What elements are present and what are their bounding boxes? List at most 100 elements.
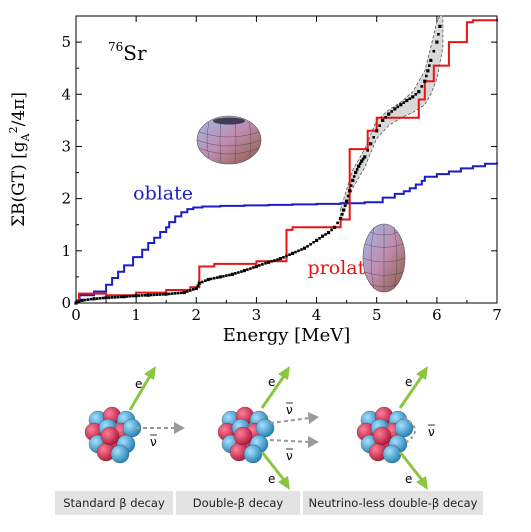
electron-label: e xyxy=(135,377,142,391)
data-point xyxy=(285,254,288,258)
y-tick-label: 1 xyxy=(61,242,71,260)
virtual-neutrino-label: ν xyxy=(428,425,435,439)
electron-label-up: e xyxy=(268,375,275,389)
data-point xyxy=(146,293,150,297)
data-point xyxy=(318,237,321,240)
data-point xyxy=(343,204,347,207)
electron-arrow xyxy=(128,375,152,411)
data-point xyxy=(426,69,430,73)
data-point xyxy=(192,288,195,291)
data-point xyxy=(420,85,424,88)
data-point xyxy=(438,24,442,28)
data-point xyxy=(355,168,359,171)
data-point xyxy=(369,142,373,146)
data-point xyxy=(242,269,246,273)
data-point xyxy=(230,272,234,276)
data-point xyxy=(428,64,431,67)
data-point xyxy=(266,260,271,264)
data-point xyxy=(104,296,108,300)
neutrino-arrow-1 xyxy=(269,417,311,424)
electron-arrowhead-up xyxy=(278,366,290,380)
data-point xyxy=(352,175,356,178)
data-point xyxy=(167,292,171,296)
data-point xyxy=(143,294,147,297)
nucleus-label: 76Sr xyxy=(108,40,147,65)
neutron xyxy=(382,444,402,464)
electron-label-up: e xyxy=(405,375,412,389)
neutrino-arrowhead-1 xyxy=(308,412,319,424)
data-point xyxy=(288,253,291,256)
data-point xyxy=(113,296,117,299)
x-tick-label: 2 xyxy=(192,306,202,324)
tick-layer: 0 1 2 3 4 5 6 7 0 1 2 3 4 5 xyxy=(61,16,502,324)
data-point xyxy=(194,286,198,290)
data-point xyxy=(330,228,333,232)
data-point xyxy=(264,262,267,265)
y-axis-label: ΣB(GT) [gA2/4π] xyxy=(7,92,32,227)
data-point xyxy=(116,295,120,299)
data-point xyxy=(119,295,123,299)
nucleus-standard-beta xyxy=(84,406,142,464)
data-point xyxy=(254,264,258,269)
data-point xyxy=(204,279,207,282)
data-point xyxy=(92,297,96,301)
data-point xyxy=(261,263,264,266)
nucleus-symbol: Sr xyxy=(123,41,147,65)
data-point xyxy=(107,296,111,299)
data-point xyxy=(372,136,375,139)
annotation-prolate: prolate xyxy=(308,257,377,279)
data-point xyxy=(89,297,93,301)
data-point xyxy=(349,184,353,187)
antineutrino-label: ν xyxy=(150,435,157,449)
data-point xyxy=(149,293,153,297)
electron-arrowhead xyxy=(144,366,156,380)
data-point xyxy=(125,295,129,298)
data-point xyxy=(339,216,343,221)
data-point xyxy=(282,256,285,259)
neutron xyxy=(110,444,130,464)
data-point xyxy=(86,298,90,301)
data-point xyxy=(164,292,168,296)
data-point xyxy=(210,277,213,281)
data-point xyxy=(345,199,349,203)
data-point xyxy=(315,238,319,242)
data-point xyxy=(170,292,174,295)
data-point xyxy=(346,194,350,198)
data-point xyxy=(201,280,204,284)
data-point xyxy=(366,149,369,152)
data-point xyxy=(358,162,362,165)
annotation-oblate: oblate xyxy=(133,183,193,205)
y-tick-label: 4 xyxy=(61,85,71,103)
data-point xyxy=(80,298,84,302)
data-point xyxy=(258,264,261,267)
data-point xyxy=(408,97,412,100)
data-point xyxy=(140,294,144,297)
data-point xyxy=(137,294,141,297)
data-point xyxy=(435,40,439,44)
data-point xyxy=(182,291,186,295)
data-point xyxy=(197,281,201,285)
data-point xyxy=(246,268,249,271)
data-point xyxy=(396,105,400,109)
proton xyxy=(372,426,392,446)
data-point xyxy=(342,208,346,212)
data-point xyxy=(306,245,309,248)
oblate-shape-image xyxy=(196,115,262,165)
electron-arrow-up xyxy=(260,375,286,409)
electron-arrow-down xyxy=(398,451,424,481)
data-point xyxy=(321,234,325,238)
data-point xyxy=(213,276,216,280)
data-point xyxy=(179,291,183,295)
data-point xyxy=(360,159,364,163)
data-point xyxy=(189,289,192,292)
data-point xyxy=(348,189,352,193)
y-tick-label: 3 xyxy=(61,137,71,155)
data-point xyxy=(399,103,403,107)
data-point xyxy=(336,221,339,225)
data-point xyxy=(173,292,177,295)
data-point xyxy=(161,293,165,296)
data-point xyxy=(186,290,189,293)
data-point xyxy=(278,257,283,261)
data-point xyxy=(423,79,427,83)
electron-arrowhead-up xyxy=(416,366,428,380)
